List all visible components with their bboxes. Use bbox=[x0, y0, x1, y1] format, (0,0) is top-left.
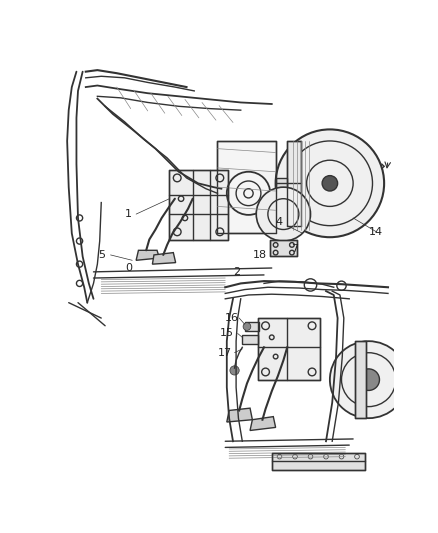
Bar bbox=[356, 341, 366, 418]
Bar bbox=[258, 318, 320, 379]
Text: 16: 16 bbox=[224, 313, 238, 323]
Text: 17: 17 bbox=[218, 348, 232, 358]
Text: 15: 15 bbox=[220, 328, 234, 338]
Text: 4: 4 bbox=[276, 217, 283, 227]
Text: 2: 2 bbox=[233, 267, 240, 277]
Bar bbox=[272, 453, 365, 470]
Bar bbox=[276, 178, 287, 189]
Circle shape bbox=[322, 175, 338, 191]
Bar bbox=[245, 322, 258, 331]
Circle shape bbox=[243, 322, 251, 330]
Polygon shape bbox=[136, 251, 159, 260]
Text: 5: 5 bbox=[98, 250, 105, 260]
Text: 0: 0 bbox=[125, 263, 132, 273]
Bar bbox=[170, 170, 228, 239]
Text: 7: 7 bbox=[291, 244, 299, 254]
Text: 1: 1 bbox=[125, 209, 132, 219]
Polygon shape bbox=[227, 408, 252, 422]
Text: 18: 18 bbox=[253, 250, 267, 260]
Circle shape bbox=[276, 130, 384, 237]
Polygon shape bbox=[250, 417, 276, 431]
Polygon shape bbox=[152, 253, 176, 264]
Bar bbox=[242, 335, 258, 344]
Circle shape bbox=[230, 366, 239, 375]
Circle shape bbox=[256, 187, 311, 241]
Circle shape bbox=[330, 341, 407, 418]
Circle shape bbox=[358, 369, 379, 391]
Polygon shape bbox=[218, 141, 276, 233]
Text: 14: 14 bbox=[369, 227, 383, 237]
Bar bbox=[270, 239, 297, 256]
Bar bbox=[287, 141, 301, 225]
